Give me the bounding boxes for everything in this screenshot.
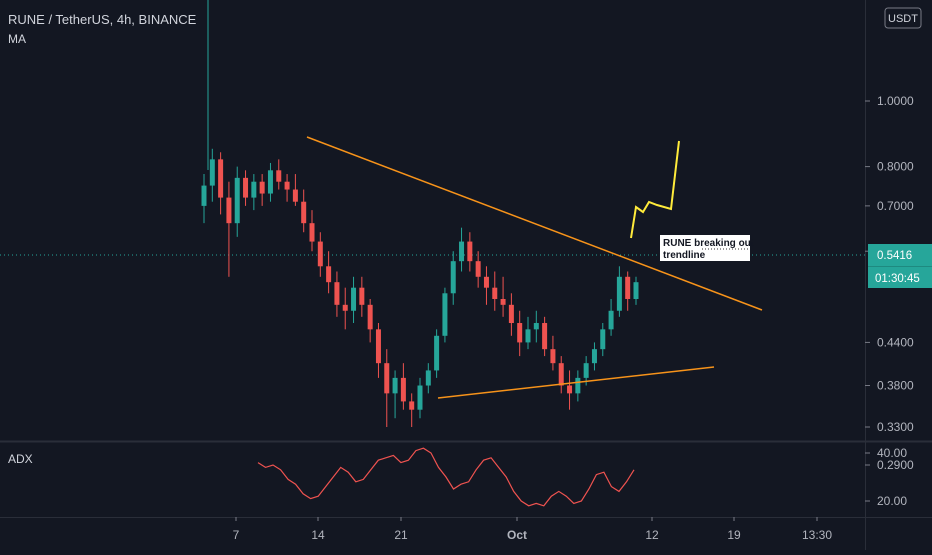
candle-body (384, 363, 390, 394)
candle-body (625, 276, 631, 299)
time-tick-label: Oct (507, 528, 527, 542)
candle-body (616, 276, 622, 311)
candle-body (508, 304, 514, 324)
candle-body (342, 304, 348, 311)
candle-body (317, 241, 323, 267)
currency-badge[interactable] (884, 7, 922, 29)
time-tick-label: 7 (233, 528, 240, 542)
price-pane[interactable] (0, 0, 865, 441)
price-tick-label: 1.0000 (877, 94, 914, 108)
price-tick-label: 0.2900 (877, 458, 914, 472)
candle-body (392, 377, 398, 394)
candle-body (259, 181, 265, 194)
price-tick-label: 0.8000 (877, 160, 914, 174)
ascending-trendline[interactable] (437, 366, 715, 399)
ma-indicator-label[interactable]: MA (8, 32, 26, 46)
candle-body (400, 377, 406, 402)
adx-tick-label: 40.00 (877, 446, 907, 460)
candle-body (467, 241, 473, 262)
candle-body (558, 363, 564, 386)
time-tick-label: 14 (311, 528, 325, 542)
candle-body (209, 159, 215, 186)
candle-body (251, 181, 257, 198)
price-tick-label: 0.3800 (877, 379, 914, 393)
candle-body (301, 201, 307, 224)
candle-body (334, 282, 340, 305)
candle-body (633, 282, 639, 299)
candle-body (542, 323, 548, 350)
candle-body (267, 170, 273, 194)
candle-body (425, 370, 431, 386)
candle-body (243, 177, 249, 198)
candle-body (359, 287, 365, 305)
candle-body (500, 298, 506, 305)
annotation-line2: trendline (663, 250, 706, 261)
annotation-line1: RUNE breaking out (663, 238, 755, 249)
time-axis[interactable]: 7 14 21 Oct 12 19 13:30 (233, 517, 833, 542)
last-price-value: 0.5416 (877, 250, 912, 262)
descending-trendline[interactable] (306, 136, 763, 311)
time-tick-label: 21 (394, 528, 408, 542)
candle-body (533, 323, 539, 330)
currency-badge-label: USDT (888, 13, 918, 25)
candle-body (591, 349, 597, 364)
candle-body (608, 310, 614, 330)
price-tick-label: 0.3300 (877, 420, 914, 434)
candles-layer (201, 148, 639, 427)
candle-body (459, 241, 465, 262)
candle-body (284, 181, 290, 190)
candle-body (409, 401, 415, 410)
candle-body (434, 335, 440, 371)
projection-path[interactable] (630, 140, 680, 239)
adx-pane[interactable] (0, 443, 865, 517)
candle-body (600, 329, 606, 350)
price-tick-label: 0.4400 (877, 335, 914, 349)
candle-body (218, 159, 224, 198)
candle-body (450, 261, 456, 294)
candle-body (442, 293, 448, 336)
adx-tick-label: 20.00 (877, 494, 907, 508)
candle-body (550, 349, 556, 364)
candle-body (234, 177, 240, 224)
candle-body (375, 329, 381, 364)
candle-body (292, 189, 298, 202)
candle-body (475, 261, 481, 277)
candle-body (417, 385, 423, 410)
adx-axis[interactable]: 40.00 20.00 (865, 446, 907, 508)
annotation-box[interactable]: RUNE breaking out trendline (660, 235, 755, 261)
candle-body (583, 363, 589, 378)
adx-indicator-label[interactable]: ADX (8, 452, 33, 466)
time-tick-label: 13:30 (802, 528, 832, 542)
candle-body (492, 287, 498, 299)
time-tick-label: 19 (727, 528, 741, 542)
symbol-title[interactable]: RUNE / TetherUS, 4h, BINANCE (8, 12, 197, 27)
candle-body (226, 197, 232, 224)
bar-countdown: 01:30:45 (875, 273, 920, 285)
candle-body (276, 170, 282, 182)
candle-body (326, 266, 332, 283)
annotation-background (660, 235, 750, 261)
adx-line[interactable] (257, 447, 635, 507)
time-tick-label: 12 (645, 528, 659, 542)
candle-body (567, 385, 573, 394)
candle-body (483, 276, 489, 288)
candle-body (517, 323, 523, 343)
candle-body (367, 304, 373, 330)
candle-body (309, 223, 315, 242)
candle-body (525, 329, 531, 343)
candle-body (201, 185, 207, 206)
candle-body (351, 287, 357, 311)
candle-body (575, 377, 581, 394)
price-tick-label: 0.7000 (877, 199, 914, 213)
